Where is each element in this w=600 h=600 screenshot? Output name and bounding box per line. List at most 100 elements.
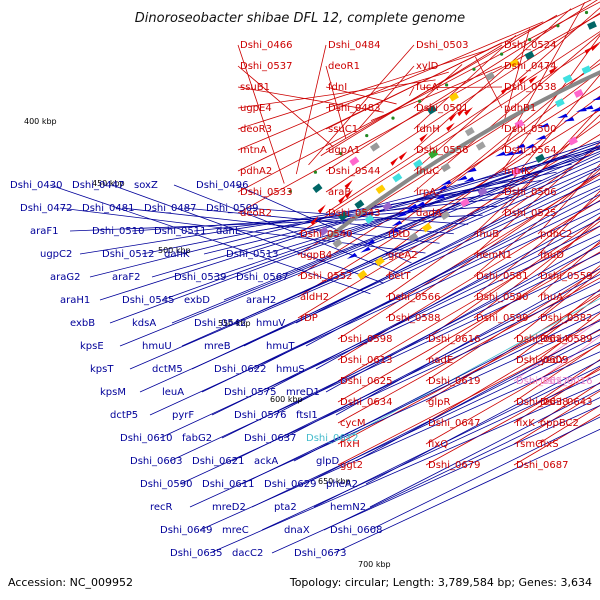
feature-block [568,136,578,146]
leader-line [325,31,600,214]
gene-label: Dshi_0622 [214,364,266,375]
position-tick-label: 400 kbp [24,117,57,126]
forward-gene-mark [528,75,538,84]
leader-line [241,311,600,485]
gene-label: Dshi_0649 [160,525,212,536]
gene-label: mreB [204,341,231,352]
gene-label: pta2 [274,502,297,513]
leader-line [425,343,600,445]
leader-line [325,65,347,139]
leader-line [425,217,600,340]
leader-line [369,416,600,531]
leader-line [333,428,600,554]
gene-label: fhuC [416,166,439,177]
leader-line [425,318,600,424]
leader-line [237,79,436,109]
leader-line [308,44,415,166]
reverse-gene-mark [414,201,426,208]
leader-line [297,63,600,256]
reverse-gene-mark [456,175,468,181]
gene-label: Dshi_0643 [540,397,592,408]
reverse-gene-mark [436,185,448,191]
gene-label: Dshi_0687 [516,460,568,471]
leader-line [425,293,600,403]
forward-gene-mark [344,189,353,199]
position-tick-label: 500 kbp [158,246,191,255]
forward-gene-mark [390,156,399,166]
gene-label: mreD1 [286,387,320,398]
gene-label: Dshi_0617 [516,376,568,387]
gene-label: ackA [254,456,278,467]
feature-block [318,226,329,237]
gene-label: hmuT [266,341,295,352]
gene-label: Dshi_0589 [540,334,592,345]
gene-label: dadA [416,208,442,219]
leader-line [409,86,415,96]
gene-label: kdsA [132,318,156,329]
feature-block [459,197,470,208]
leader-line [49,184,371,295]
leader-line [189,320,600,508]
leader-line [337,225,600,382]
gene-label: hmuU [142,341,172,352]
leader-line [237,65,334,148]
gene-label: Dshi_0545 [122,295,174,306]
gene-label: mreD2 [212,502,246,513]
gene-label: yedY [540,355,565,366]
gene-label: Dshi_0629 [264,479,316,490]
reverse-gene-mark [524,143,536,149]
leader-line [323,397,600,531]
leader-line [325,86,397,105]
gene-label: Dshi_0525 [504,208,556,219]
gene-label: betT [388,271,411,282]
gene-label: pheA2 [326,479,358,490]
leader-line [325,14,558,151]
gene-label: Dshi_0638 [516,397,568,408]
position-tick-label: 450 kbp [92,179,125,188]
gene-label: Dshi_0613 [340,355,392,366]
gene-label: mtnK [504,166,531,177]
gene-label: Dshi_0614 [516,334,568,345]
green-marker [288,189,292,193]
feature-block [514,119,525,129]
leader-line [413,64,463,109]
map-title: Dinoroseobacter shibae DFL 12, complete … [135,11,465,26]
gene-label: Dshi_0609 [516,355,568,366]
leader-line [223,146,600,301]
leader-line [179,290,600,485]
position-ticks: 400 kbp 450 kbp 500 kbp 550 kbp 600 kbp 650 k… [24,117,391,569]
gene-label: Dshi_0575 [224,387,276,398]
gene-label: Dshi_0474 [504,61,556,72]
leader-line [337,329,600,466]
feature-block [524,50,535,60]
backbone-arc-line [326,70,600,241]
gene-label: Dshi_0598 [340,334,392,345]
feature-block [509,58,520,68]
reverse-gene-mark [391,220,403,227]
reverse-gene-mark [503,151,515,157]
reverse-gene-mark [495,151,506,157]
gene-label: greA2 [388,250,418,261]
gene-label: rbtD [388,229,410,240]
feature-block [581,65,592,75]
gene-label: Dshi_0588 [388,313,440,324]
leader-line [385,70,600,235]
forward-gene-mark [457,107,466,117]
gene-label: fabG2 [182,433,212,444]
gene-label: pdhA2 [240,166,272,177]
gene-label: ugpE4 [240,103,272,114]
leader-line [337,303,600,445]
leader-line [141,171,557,255]
gene-label: Dshi_0612 [306,433,358,444]
gene-label: Dshi_0637 [244,433,296,444]
leader-line [237,44,285,184]
green-marker [391,116,395,120]
leader-line [273,245,600,416]
forward-gene-mark [310,216,319,226]
backbone-arc [326,70,600,241]
reverse-gene-mark [592,96,600,101]
leader-line [501,34,600,172]
gene-label: araB [328,187,351,198]
forward-gene-mark [590,43,600,51]
gene-label: aldH2 [300,292,329,303]
